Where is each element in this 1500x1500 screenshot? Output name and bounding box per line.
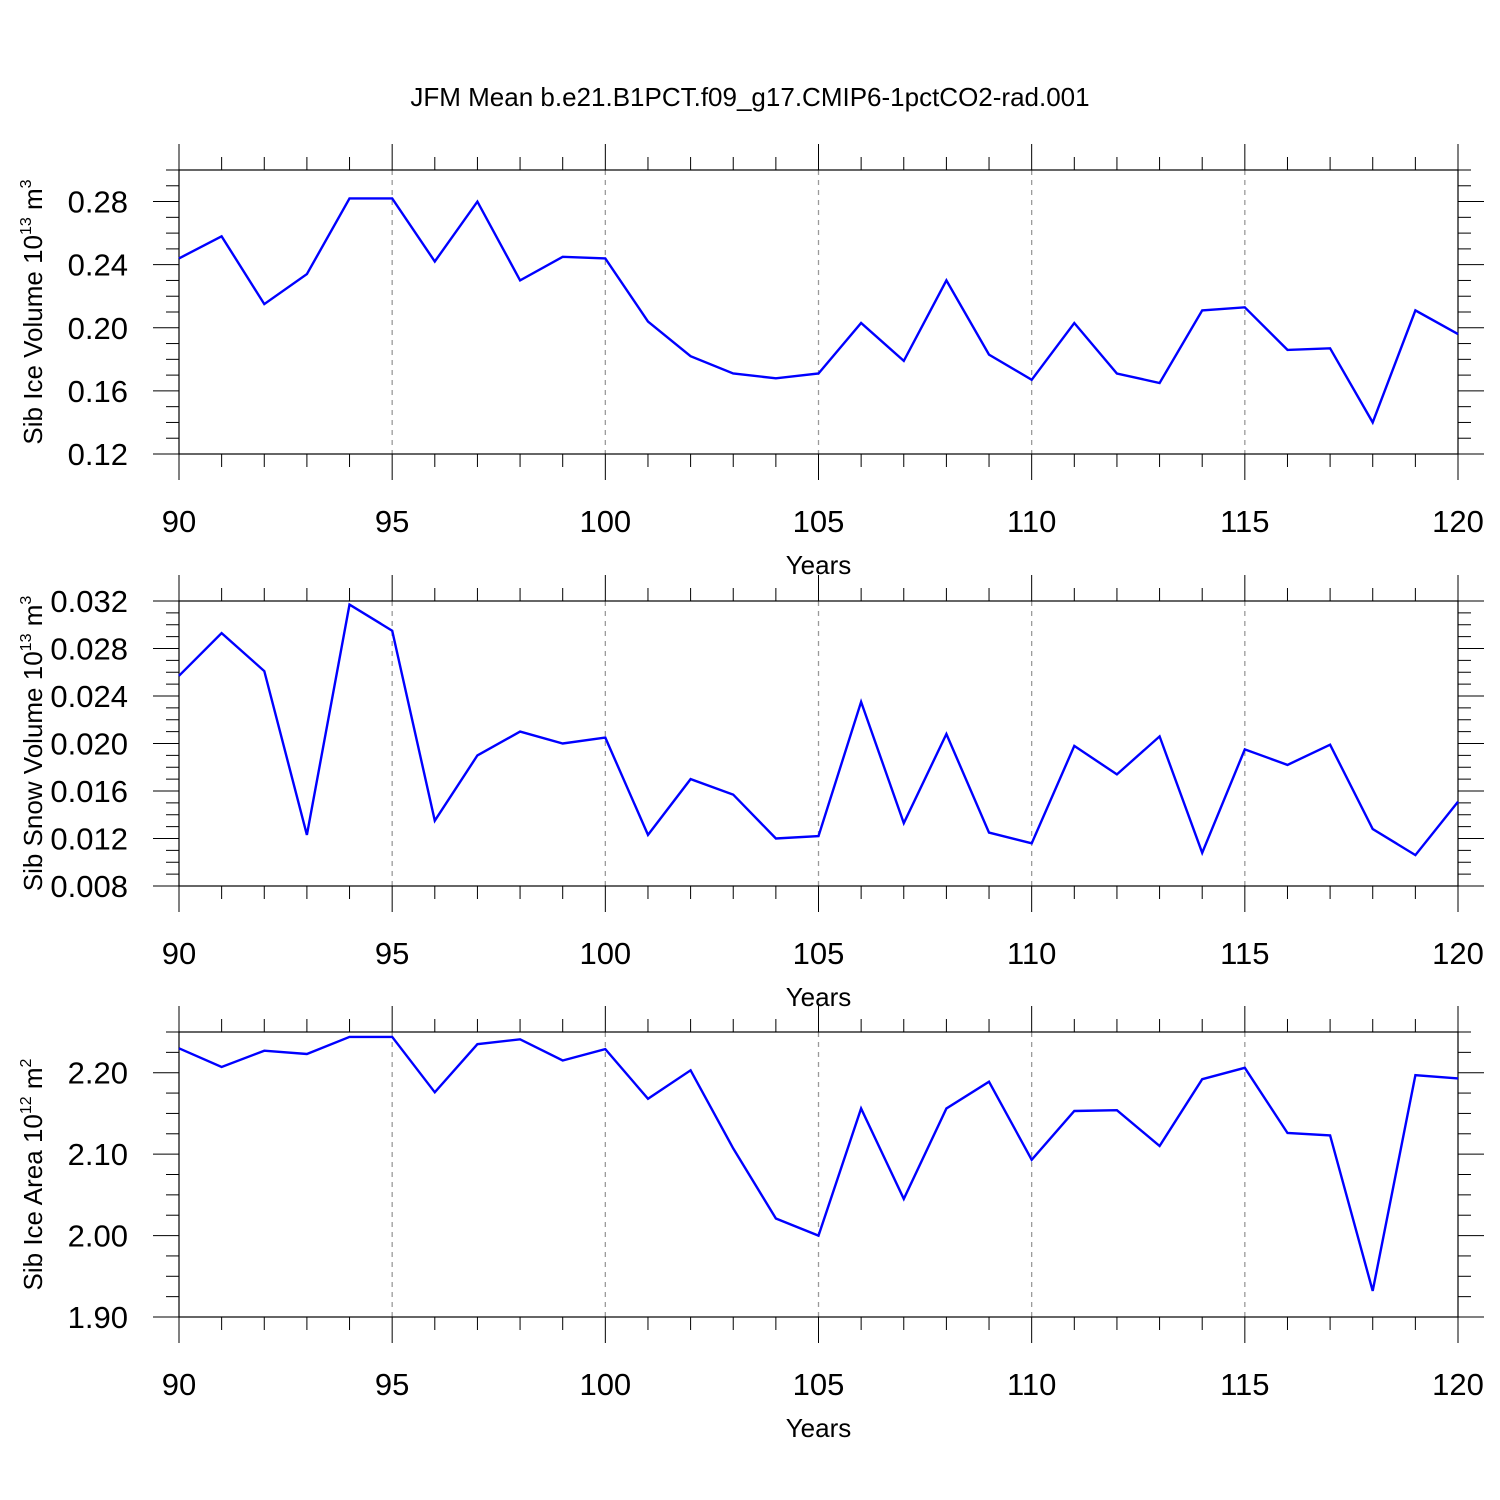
x-tick-label: 105 <box>793 1367 845 1402</box>
x-tick-label: 115 <box>1220 1367 1269 1402</box>
x-tick-label: 105 <box>793 936 845 971</box>
y-axis-title-unit: m <box>18 1067 48 1096</box>
y-tick-label: 0.20 <box>68 311 128 346</box>
y-tick-label: 2.10 <box>68 1137 128 1172</box>
y-axis-title-main: Sib Ice Area 10 <box>18 1114 48 1290</box>
y-tick-label: 2.00 <box>68 1219 128 1254</box>
y-axis-title: Sib Ice Volume 1013 m3 <box>18 179 48 444</box>
x-tick-label: 110 <box>1007 936 1056 971</box>
y-tick-label: 0.028 <box>50 632 128 667</box>
x-axis-title: Years <box>786 1413 852 1443</box>
y-axis-title-main: Sib Snow Volume 10 <box>18 651 48 891</box>
x-tick-label: 115 <box>1220 936 1269 971</box>
y-axis-title-exponent: 12 <box>18 1096 35 1114</box>
x-tick-label: 90 <box>162 936 196 971</box>
series-line <box>178 197 1459 426</box>
y-tick-label: 0.28 <box>68 185 128 220</box>
series-line <box>178 602 1459 857</box>
y-tick-label: 0.16 <box>68 374 128 409</box>
y-tick-label: 0.12 <box>68 437 128 472</box>
x-tick-label: 100 <box>579 1367 631 1402</box>
y-axis-title-unit-exponent: 3 <box>18 596 35 605</box>
y-tick-label: 1.90 <box>68 1300 128 1335</box>
y-axis-title-unit: m <box>18 605 48 634</box>
x-tick-label: 95 <box>375 504 409 539</box>
y-axis-title-unit-exponent: 3 <box>18 179 35 188</box>
series-line <box>178 1035 1459 1292</box>
x-tick-label: 95 <box>375 936 409 971</box>
x-tick-label: 110 <box>1007 504 1056 539</box>
x-tick-label: 115 <box>1220 504 1269 539</box>
y-tick-label: 0.020 <box>50 727 128 762</box>
chart-panels: 90 95 100 105 110 115 120 0.12 0.16 0.20 0.24 0.28 Y… <box>18 144 1484 1443</box>
chart-panel-3: 90 95 100 105 110 115 120 1.90 2.00 2.10 2.20 Years… <box>18 1006 1484 1443</box>
y-axis-title-unit-exponent: 2 <box>18 1058 35 1067</box>
y-tick-label: 2.20 <box>68 1056 128 1091</box>
x-tick-label: 90 <box>162 1367 196 1402</box>
x-tick-label: 110 <box>1007 1367 1056 1402</box>
y-tick-label: 0.008 <box>50 869 128 904</box>
y-tick-label: 0.032 <box>50 584 128 619</box>
x-tick-label: 90 <box>162 504 196 539</box>
x-tick-label: 105 <box>793 504 845 539</box>
y-tick-label: 0.024 <box>50 679 128 714</box>
y-axis-title-exponent: 13 <box>18 217 35 235</box>
x-tick-label: 100 <box>579 504 631 539</box>
x-tick-label: 120 <box>1432 504 1484 539</box>
y-axis-title-exponent: 13 <box>18 633 35 651</box>
y-tick-label: 0.016 <box>50 774 128 809</box>
y-axis-title-unit: m <box>18 188 48 217</box>
x-tick-label: 120 <box>1432 1367 1484 1402</box>
x-tick-label: 95 <box>375 1367 409 1402</box>
chart-panel-1: 90 95 100 105 110 115 1200.120.160.200.240.28Y… <box>18 144 1484 580</box>
y-axis-title: Sib Snow Volume 1013 m3 <box>18 596 48 892</box>
figure-title: JFM Mean b.e21.B1PCT.f09_g17.CMIP6-1pctC… <box>410 82 1089 112</box>
x-tick-label: 100 <box>579 936 631 971</box>
chart-panel-2: 90 95 100 105 110 115 120 0.008 0.012 0.016 0.020 0… <box>18 575 1484 1012</box>
y-axis-title: Sib Ice Area 1012 m2 <box>18 1058 48 1290</box>
x-tick-label: 120 <box>1432 936 1484 971</box>
y-tick-label: 0.012 <box>50 822 128 857</box>
y-axis-title-main: Sib Ice Volume 10 <box>18 235 48 445</box>
y-tick-label: 0.24 <box>68 248 128 283</box>
